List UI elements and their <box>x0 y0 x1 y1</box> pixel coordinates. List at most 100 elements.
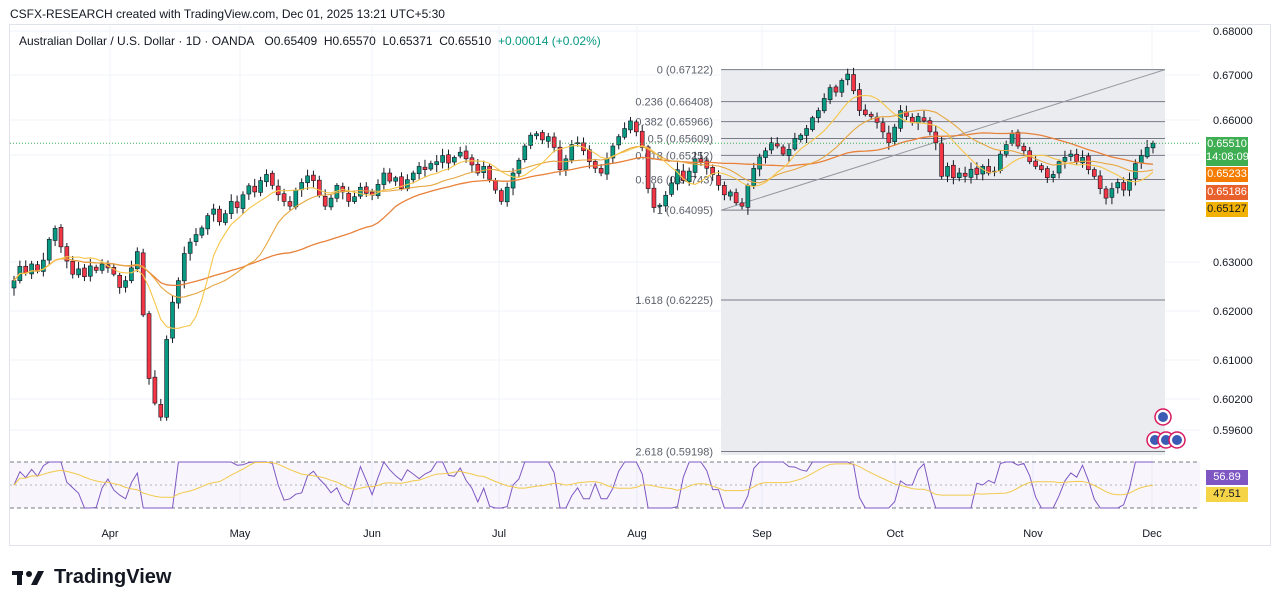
candle-body <box>416 166 422 174</box>
candle-body <box>1062 157 1068 162</box>
candle-body <box>1074 153 1079 162</box>
candle-body <box>223 213 228 223</box>
candle-body <box>199 227 205 236</box>
candle-body <box>751 167 757 187</box>
candle-body <box>205 215 211 230</box>
fib-retracement-box <box>721 69 1165 455</box>
candle-body <box>956 172 962 178</box>
candle-body <box>58 227 64 248</box>
candle-body <box>258 180 263 193</box>
candle-body <box>722 185 727 196</box>
candle-body <box>29 263 34 275</box>
candle-body <box>868 113 874 117</box>
candle-body <box>93 266 99 271</box>
candle-body <box>1091 169 1097 177</box>
candle-body <box>117 274 122 288</box>
candle-body <box>399 176 404 189</box>
candle-body <box>757 156 762 170</box>
time-axis-label: Jul <box>492 528 506 540</box>
candle-body <box>968 168 974 178</box>
candle-body <box>428 163 434 170</box>
candle-body <box>422 166 428 171</box>
candle-body <box>446 154 451 164</box>
symbol-title[interactable]: Australian Dollar / U.S. Dollar · 1D · O… <box>19 34 255 48</box>
candle-body <box>475 163 481 174</box>
candle-body <box>381 172 387 185</box>
ma-slow-line <box>13 132 1154 287</box>
candle-body <box>857 89 862 111</box>
candle-body <box>164 339 169 418</box>
candle-body <box>228 201 234 214</box>
candle-body <box>1103 188 1109 199</box>
candle-body <box>346 192 351 202</box>
candle-body <box>528 134 533 146</box>
candle-body <box>534 133 539 137</box>
event-flag-icon[interactable] <box>1168 431 1186 449</box>
tradingview-logo[interactable]: TradingView <box>12 566 171 589</box>
candle-body <box>1056 161 1062 174</box>
candle-body <box>41 259 46 272</box>
fib-level-label: 0 (0.67122) <box>657 65 713 77</box>
candle-body <box>540 132 545 141</box>
candle-body <box>604 158 610 175</box>
candle-body <box>792 138 798 150</box>
time-axis-label: Sep <box>752 528 772 540</box>
last-price-value: 0.65510 <box>1207 138 1247 150</box>
rsi-line <box>13 460 1153 509</box>
candle-body <box>1033 160 1038 167</box>
candle-body <box>129 267 134 281</box>
candle-body <box>1003 144 1009 155</box>
candle-body <box>463 150 469 160</box>
candle-body <box>915 116 921 124</box>
symbol-legend: Australian Dollar / U.S. Dollar · 1D · O… <box>19 34 601 48</box>
candle-body <box>516 159 522 174</box>
candle-body <box>1080 157 1085 164</box>
candle-body <box>1086 155 1091 170</box>
candle-body <box>11 280 17 289</box>
candle-body <box>821 98 827 112</box>
candle-body <box>46 238 52 261</box>
candle-body <box>1138 155 1144 164</box>
ma-mid-line <box>13 109 1154 298</box>
candle-body <box>387 172 393 182</box>
candle-body <box>769 142 774 151</box>
candle-body <box>598 168 604 174</box>
candle-body <box>270 172 275 186</box>
ma-fast-line <box>13 94 1154 329</box>
candle-body <box>939 142 944 177</box>
candle-body <box>1121 182 1126 191</box>
fib-level-label: 1.618 (0.62225) <box>635 295 713 307</box>
price-axis-label: 0.63000 <box>1213 257 1253 269</box>
candle-body <box>123 280 128 288</box>
candle-body <box>886 132 892 144</box>
event-flag-icon[interactable] <box>1154 408 1172 426</box>
candle-body <box>675 169 680 185</box>
price-axis-label: 0.61000 <box>1213 355 1253 367</box>
candle-body <box>710 167 715 175</box>
candle-body <box>211 208 216 215</box>
candle-body <box>733 192 739 204</box>
time-axis-label: Nov <box>1023 528 1043 540</box>
price-axis-label: 0.62000 <box>1213 306 1253 318</box>
candle-body <box>763 150 768 158</box>
candle-body <box>146 313 152 379</box>
candle-body <box>628 120 633 131</box>
candle-body <box>504 186 510 203</box>
candle-body <box>1150 142 1156 149</box>
candle-body <box>158 404 164 418</box>
fib-level-label: 0.786 (0.64743) <box>635 174 713 186</box>
candle-body <box>616 136 622 146</box>
candle-body <box>287 201 293 207</box>
candle-body <box>816 110 821 119</box>
candle-body <box>892 126 897 142</box>
candle-body <box>663 194 668 207</box>
candle-body <box>833 86 839 93</box>
fib-trend-line <box>720 69 1166 211</box>
candle-body <box>798 134 804 140</box>
candle-body <box>851 74 856 92</box>
time-axis-label: May <box>230 528 251 540</box>
candle-body <box>804 128 809 136</box>
fib-level-label: 2.618 (0.59198) <box>635 446 713 458</box>
candle-body <box>698 158 704 162</box>
